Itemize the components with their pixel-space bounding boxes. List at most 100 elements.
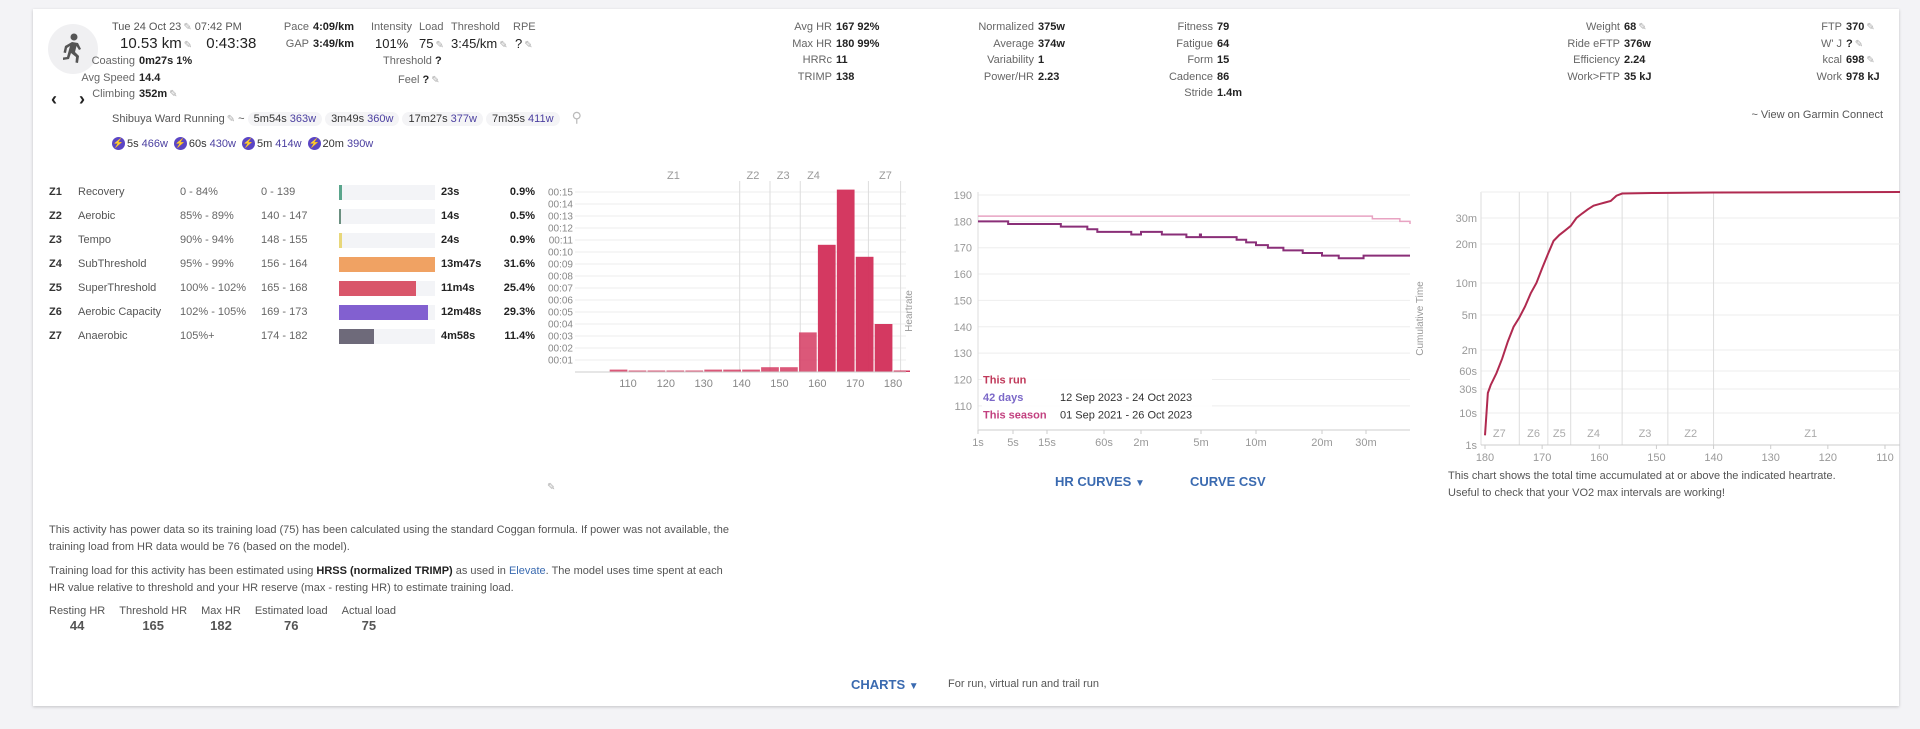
edit-pencil-icon[interactable]: ✎ (1854, 38, 1864, 50)
next-activity-button[interactable]: › (79, 89, 85, 109)
edit-pencil-icon[interactable]: ✎ (499, 40, 508, 51)
pace-value: 4:09/km (313, 21, 354, 33)
y-axis-title: Heartrate (904, 290, 915, 332)
histogram-bar[interactable] (609, 369, 628, 372)
curve-csv-button[interactable]: CURVE CSV (1190, 474, 1266, 489)
edit-pencil-icon[interactable]: ✎ (1866, 22, 1875, 33)
histogram-bar[interactable] (628, 370, 647, 373)
zone-id: Z7 (49, 330, 62, 342)
series-line-this-run[interactable] (978, 220, 1410, 260)
peak-power[interactable]: ⚡ 5m 414w (241, 137, 302, 150)
edit-pencil-icon[interactable]: ✎ (226, 114, 236, 125)
y-tick-label: 170 (954, 243, 972, 255)
series-line-this-season[interactable] (978, 215, 1411, 224)
edit-pencil-icon[interactable]: ✎ (431, 75, 440, 86)
stat-value-wrap[interactable]: 352m ✎ (139, 88, 192, 102)
stat-value-wrap[interactable]: 370 ✎ (1846, 21, 1880, 35)
activity-type-avatar[interactable] (48, 24, 98, 74)
x-tick-label: 110 (619, 378, 637, 390)
histogram-bar[interactable] (761, 367, 779, 372)
y-tick-label: 110 (954, 401, 972, 413)
stat-value-wrap: 35 kJ (1624, 71, 1652, 85)
zone-bpm-range: 148 - 155 (261, 234, 308, 246)
peak-power[interactable]: ⚡ 60s 430w (173, 137, 236, 150)
stat-value: 138 (836, 70, 855, 83)
edit-pencil-icon[interactable]: ✎ (435, 40, 444, 51)
load-stat-value: 44 (69, 618, 85, 633)
load-stat-value: 76 (283, 618, 299, 633)
edit-pencil-icon[interactable]: ✎ (1638, 22, 1647, 33)
edit-pencil-icon[interactable]: ✎ (183, 40, 193, 51)
peak-power[interactable]: ⚡ 5s 466w (112, 137, 168, 150)
edit-pencil-icon[interactable]: ✎ (1866, 55, 1875, 66)
rpe-wrap[interactable]: ? ✎ (515, 36, 533, 51)
y-tick-label: 00:15 (548, 188, 573, 199)
interval-chip[interactable]: 3m49s 360w (325, 112, 400, 126)
activity-name[interactable]: Shibuya Ward Running (112, 113, 225, 125)
cumulative-time-line[interactable] (1484, 191, 1900, 436)
zone-percent-range: 95% - 99% (180, 258, 234, 270)
zone-bpm-range: 140 - 147 (261, 210, 308, 222)
histogram-bar[interactable] (647, 370, 666, 373)
stat-value: 374w (1038, 37, 1065, 50)
histogram-bar[interactable] (817, 244, 836, 372)
legend-item[interactable]: 42 days (983, 392, 1023, 404)
y-tick-label: 00:04 (548, 320, 573, 331)
peak-powers: ⚡ 5s 466w ⚡ 60s 430w ⚡ 5m 414w ⚡ 20m 390w (112, 137, 379, 150)
interval-watts: 360w (367, 113, 394, 125)
zone-name: Tempo (78, 234, 112, 246)
stat-value-wrap[interactable]: 698 ✎ (1846, 54, 1880, 68)
search-icon[interactable]: ⚲ (571, 109, 582, 125)
histogram-bar[interactable] (685, 370, 704, 373)
interval-chip[interactable]: 5m54s 363w (247, 112, 323, 126)
stat-value: 15 (1217, 54, 1230, 66)
histogram-bar[interactable] (666, 370, 685, 373)
zone-label: Z3 (1639, 428, 1652, 440)
edit-pencil-icon[interactable]: ✎ (547, 482, 556, 493)
elevate-link[interactable]: Elevate (508, 565, 546, 577)
edit-pencil-icon[interactable]: ✎ (183, 22, 192, 33)
edit-pencil-icon[interactable]: ✎ (524, 40, 533, 51)
peak-power[interactable]: ⚡ 20m 390w (307, 137, 373, 150)
histogram-bar[interactable] (874, 324, 893, 372)
y-tick-label: 00:07 (548, 284, 573, 295)
stat-value-wrap[interactable]: 68 ✎ (1624, 21, 1652, 35)
histogram-bar[interactable] (855, 256, 874, 372)
stat-label: HRRc (802, 54, 832, 66)
stat-value-wrap[interactable]: ? ✎ (1846, 38, 1880, 52)
histogram-bar[interactable] (798, 332, 817, 372)
histogram-bar[interactable] (723, 369, 741, 372)
interval-chip[interactable]: 17m27s 377w (402, 112, 483, 126)
histogram-bar[interactable] (836, 189, 855, 372)
threshold-pace-wrap[interactable]: 3:45/km ✎ (451, 36, 508, 51)
peak-watts: 414w (275, 137, 302, 150)
view-on-garmin-link[interactable]: ~ View on Garmin Connect (1751, 109, 1883, 121)
histogram-bar[interactable] (780, 367, 798, 372)
histogram-bar[interactable] (742, 369, 760, 372)
feel[interactable]: Feel ? ✎ (398, 74, 440, 86)
load-value-wrap[interactable]: 75 ✎ (419, 36, 444, 51)
legend-item[interactable]: This run (983, 374, 1027, 386)
edit-pencil-icon[interactable]: ✎ (169, 89, 178, 100)
stat-value: 375w (1038, 21, 1065, 33)
hr-histogram-chart: 00:0100:0200:0300:0400:0500:0600:0700:08… (548, 170, 910, 390)
stat-label: Max HR (792, 37, 832, 50)
stat-label: Normalized (978, 21, 1034, 33)
charts-dropdown[interactable]: CHARTS ▼ (851, 677, 919, 692)
intensity-value: 101% (375, 36, 409, 51)
stat-label: Work>FTP (1567, 70, 1620, 83)
legend-item[interactable]: This season (983, 409, 1047, 421)
power-load-explanation: This activity has power data so its trai… (49, 524, 729, 553)
hr-curves-dropdown[interactable]: HR CURVES ▼ (1055, 474, 1145, 489)
stat-label: Fitness (1177, 21, 1213, 33)
y-tick-label: 2m (1462, 345, 1477, 357)
x-tick-label: 150 (770, 378, 788, 390)
histogram-bar[interactable] (893, 370, 910, 373)
y-tick-label: 00:13 (548, 212, 573, 223)
interval-chip[interactable]: 7m35s 411w (485, 112, 560, 126)
previous-activity-button[interactable]: ‹ (51, 89, 57, 109)
histogram-bar[interactable] (704, 369, 723, 372)
lightning-bolt-icon: ⚡ (112, 137, 125, 150)
feel-label: Feel (398, 74, 420, 86)
interval-watts: 377w (450, 113, 477, 125)
